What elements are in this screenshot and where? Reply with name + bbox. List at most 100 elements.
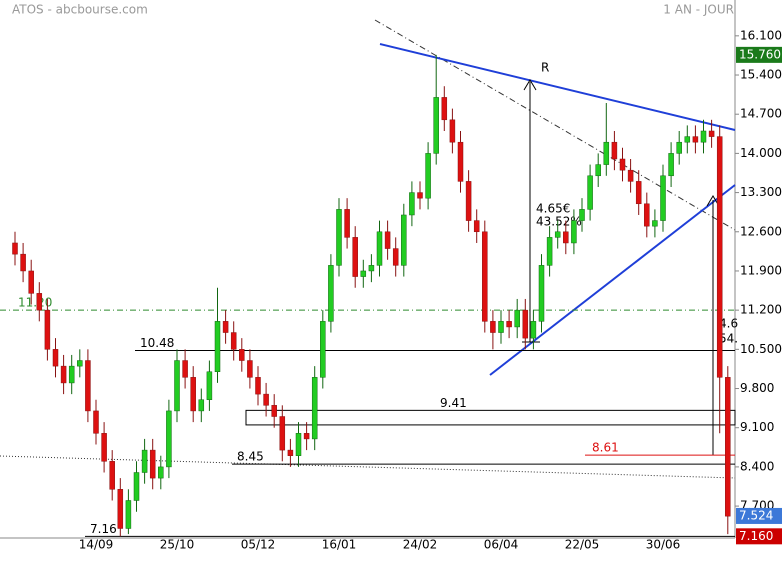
x-tick-label: 06/04 (484, 538, 519, 552)
range-label: 9.41 (440, 396, 467, 410)
x-tick-label: 24/02 (403, 538, 438, 552)
candle-body (644, 203, 650, 227)
candle-body (530, 321, 537, 339)
x-tick-label: 16/01 (322, 538, 357, 552)
candle-body (465, 181, 472, 221)
candle-body (368, 265, 375, 272)
candle-body (295, 433, 302, 456)
candle-body (376, 231, 383, 266)
candle-body (716, 136, 723, 378)
candle-body (174, 360, 180, 412)
annotation: 4.6 (719, 317, 738, 331)
range-box (245, 409, 736, 426)
candle-body (563, 231, 569, 244)
candle-body (263, 393, 269, 406)
support-line (489, 184, 736, 376)
candle-body (109, 461, 115, 490)
candle-body (571, 220, 577, 244)
candle-body (36, 293, 43, 311)
y-tick-label: 9.100 (740, 420, 774, 434)
candle-body (44, 309, 51, 350)
chart-subtitle: 1 AN - JOUR (663, 3, 734, 17)
candle-body (60, 365, 67, 384)
candle-body (360, 270, 367, 277)
candle-body (449, 119, 456, 143)
candle-body (230, 332, 237, 350)
candle-body (392, 248, 399, 266)
candle-body (652, 220, 658, 227)
price-tag (736, 46, 782, 63)
level-label: 8.45 (237, 450, 264, 464)
y-tick-label: 10.500 (740, 342, 782, 356)
candle-body (546, 237, 553, 266)
candle-body (522, 309, 529, 339)
candle-body (676, 141, 682, 154)
level-label: 8.61 (592, 441, 619, 455)
candle-body (279, 416, 286, 451)
candle-body (125, 500, 132, 529)
candle-body (206, 371, 213, 400)
annotation: R (541, 61, 549, 75)
candle-body (668, 153, 674, 177)
candle-body (182, 360, 188, 378)
candle-body (320, 321, 326, 378)
candle-body (635, 181, 642, 205)
candle-body (12, 242, 18, 255)
candle-body (619, 158, 626, 171)
candle-body (352, 237, 358, 277)
y-tick-label: 14.700 (740, 107, 782, 121)
price-tag-label: 15.760 (739, 47, 781, 61)
candle-body (149, 449, 156, 479)
candle-body (409, 192, 415, 216)
candle-body (595, 164, 601, 177)
candle-body (554, 231, 561, 238)
y-tick-label: 14.000 (740, 146, 782, 160)
candle-body (457, 141, 464, 182)
x-tick-label: 05/12 (241, 538, 276, 552)
candle-body (417, 192, 423, 199)
candle-body (117, 489, 124, 529)
candle-body (239, 349, 245, 361)
candle-body (52, 349, 59, 367)
price-tag (736, 507, 782, 524)
candle-body (425, 153, 431, 199)
candle-body (514, 309, 520, 328)
candle-body (311, 377, 318, 440)
candle-body (28, 270, 34, 294)
candle-body (482, 231, 488, 322)
y-tick-label: 13.300 (740, 185, 782, 199)
trend-line-dotted (0, 455, 736, 479)
candle-body (587, 175, 593, 210)
candle-body (328, 265, 334, 322)
candle-body (158, 466, 164, 479)
candle-body (20, 253, 26, 272)
level-label: 11.20 (18, 296, 52, 310)
resistance-line (379, 43, 736, 131)
x-tick-label: 22/05 (565, 538, 600, 552)
candle-body (303, 433, 310, 440)
candle-body (725, 377, 731, 517)
x-tick-label: 30/06 (646, 538, 681, 552)
y-tick-label: 16.100 (740, 28, 782, 42)
y-tick-label: 12.600 (740, 224, 782, 238)
candle-body (190, 377, 196, 412)
candle-body (271, 405, 277, 417)
candle-body (384, 231, 391, 249)
candle-body (287, 449, 294, 456)
candle-body (85, 360, 91, 412)
candle-body (660, 175, 666, 221)
annotation: 4.65€ (536, 202, 570, 216)
y-tick-label: 15.400 (740, 68, 782, 82)
candle-body (603, 141, 610, 165)
candle-body (579, 209, 585, 221)
candle-body (255, 377, 261, 395)
y-tick-label: 8.400 (740, 459, 774, 473)
candle-body (101, 433, 107, 462)
candle-body (692, 136, 699, 143)
candle-body (198, 399, 205, 412)
level-label: 7.16 (90, 522, 117, 536)
candle-body (506, 321, 512, 328)
candle-body (141, 449, 148, 473)
